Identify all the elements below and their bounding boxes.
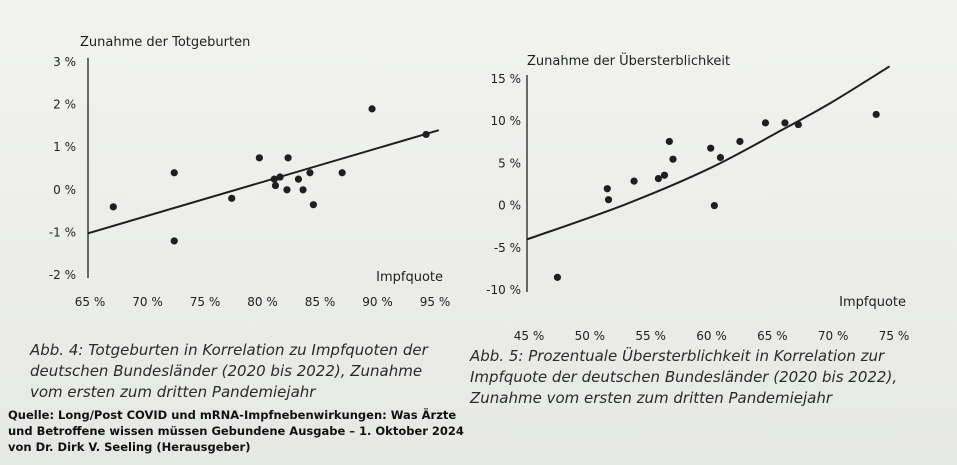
data-point — [654, 174, 663, 183]
data-point — [630, 177, 638, 185]
data-point — [660, 171, 669, 179]
data-point — [283, 186, 291, 194]
y-tick-label: 1 % — [53, 140, 76, 154]
figure-5-caption: Abb. 5: Prozentuale Übersterblichkeit in… — [470, 347, 898, 407]
y-axis-label: Zunahme der Übersterblichkeit — [527, 52, 730, 69]
data-point — [284, 154, 292, 162]
data-point — [716, 153, 725, 162]
data-point — [170, 169, 178, 177]
data-point — [604, 196, 613, 204]
y-tick-label: 10 % — [491, 114, 522, 128]
data-point — [794, 120, 802, 129]
data-point — [270, 175, 278, 183]
data-point — [781, 119, 789, 127]
x-tick-label: 75 % — [879, 329, 910, 343]
x-tick-label: 70 % — [132, 295, 163, 309]
y-tick-label: 3 % — [53, 55, 76, 69]
data-point — [228, 194, 236, 202]
data-point — [306, 169, 314, 177]
figure-4-caption: Abb. 4: Totgeburten in Korrelation zu Im… — [30, 341, 428, 401]
x-tick-label: 90 % — [362, 295, 393, 309]
data-point — [294, 175, 303, 183]
x-axis-label: Impfquote — [839, 295, 906, 310]
data-point — [299, 186, 307, 194]
y-tick-label: 2 % — [53, 98, 76, 112]
y-tick-label: 5 % — [498, 156, 521, 170]
data-point — [761, 119, 770, 127]
chart-1: 3 % 2 % 1 % 0 % -1 % -2 % 65 % 70 % 75 % 80 % 85 %… — [49, 35, 450, 309]
x-tick-label: 65 % — [75, 295, 106, 309]
chart-2: 15 % 10 % 5 % 0 % -5 % -10 % 45 % 50 % 55 % 60 % 6… — [486, 52, 909, 343]
x-tick-label: 60 % — [696, 329, 727, 343]
data-point — [603, 185, 611, 193]
x-tick-label: 80 % — [247, 295, 278, 309]
data-point — [669, 155, 677, 163]
y-tick-label: 15 % — [491, 72, 522, 86]
x-tick-label: 75 % — [190, 295, 221, 309]
data-point — [309, 201, 317, 209]
data-point — [170, 237, 178, 245]
data-point — [736, 137, 744, 146]
data-point — [422, 130, 430, 139]
data-point — [368, 105, 376, 113]
trend-line — [526, 65, 891, 241]
x-tick-label: 45 % — [514, 329, 545, 343]
data-point — [271, 181, 280, 190]
x-tick-label: 55 % — [635, 329, 666, 343]
x-axis-label: Impfquote — [376, 270, 443, 285]
y-tick-label: -1 % — [49, 225, 76, 239]
data-point — [710, 202, 718, 210]
x-tick-label: 85 % — [305, 295, 336, 309]
y-tick-label: -10 % — [486, 283, 521, 297]
source-citation: Quelle: Long/Post COVID und mRNA-Impfneb… — [8, 407, 464, 455]
data-point — [872, 110, 880, 119]
x-tick-label: 65 % — [757, 329, 788, 343]
data-point — [109, 203, 117, 211]
data-point — [276, 173, 284, 181]
data-point — [338, 169, 346, 177]
y-tick-label: -2 % — [49, 268, 76, 282]
y-axis-label: Zunahme der Totgeburten — [80, 35, 250, 50]
data-point — [665, 137, 673, 146]
x-tick-label: 95 % — [420, 295, 451, 309]
data-point — [255, 154, 263, 162]
x-tick-label: 70 % — [818, 329, 849, 343]
data-point — [707, 144, 715, 152]
trend-line — [87, 129, 440, 235]
y-tick-label: 0 % — [498, 199, 521, 213]
source-line-3: von Dr. Dirk V. Seeling (Herausgeber) — [8, 440, 251, 454]
source-line-2: und Betroffene wissen müssen Gebundene A… — [8, 424, 464, 438]
y-tick-label: -5 % — [494, 241, 521, 255]
y-tick-label: 0 % — [53, 183, 76, 197]
source-line-1: Quelle: Long/Post COVID und mRNA-Impfneb… — [8, 408, 457, 422]
data-point — [553, 273, 562, 281]
x-tick-label: 50 % — [575, 329, 606, 343]
